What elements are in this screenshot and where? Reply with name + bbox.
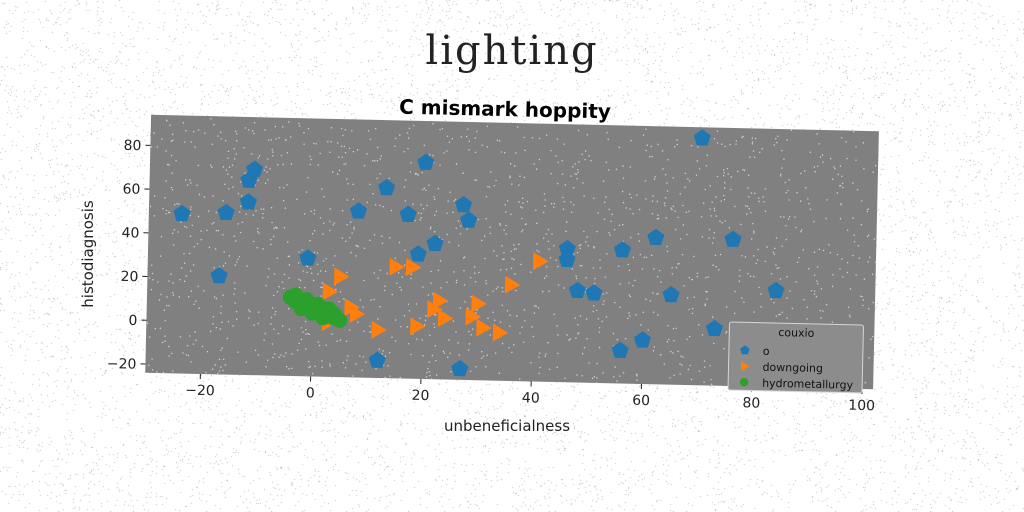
data-point-o xyxy=(724,230,742,247)
data-point-o xyxy=(299,249,317,266)
data-point-downgoing xyxy=(465,307,481,326)
data-point-o xyxy=(705,319,724,337)
data-point-o xyxy=(368,351,386,368)
data-point-downgoing xyxy=(476,318,492,337)
data-point-o xyxy=(767,281,785,299)
legend-label: o xyxy=(763,345,770,358)
data-point-downgoing xyxy=(432,291,449,310)
y-tick-label: 80 xyxy=(123,138,141,154)
y-tick-label: −20 xyxy=(107,356,137,373)
legend-marker xyxy=(739,378,749,387)
legend-marker xyxy=(740,361,750,372)
x-tick-label: −20 xyxy=(185,383,215,400)
data-point-o xyxy=(239,193,257,210)
data-point-o xyxy=(558,250,576,268)
data-point-o xyxy=(399,205,417,223)
x-tick-label: 20 xyxy=(411,388,429,404)
data-point-o xyxy=(585,284,603,301)
x-tick-label: 80 xyxy=(742,395,760,411)
data-point-o xyxy=(647,228,665,246)
data-point-downgoing xyxy=(322,282,339,301)
data-point-o xyxy=(350,202,368,219)
data-point-o xyxy=(417,153,435,170)
data-point-o xyxy=(460,211,478,228)
data-point-downgoing xyxy=(437,309,454,328)
data-point-o xyxy=(558,239,576,257)
legend-label: hydrometallurgy xyxy=(762,377,854,392)
data-points xyxy=(173,129,845,377)
data-point-downgoing xyxy=(371,320,387,339)
data-point-o xyxy=(173,204,191,222)
data-point-o xyxy=(568,281,586,299)
x-tick-label: 100 xyxy=(848,398,875,415)
data-point-downgoing xyxy=(410,317,426,336)
data-point-downgoing xyxy=(389,257,405,276)
data-point-o xyxy=(633,331,652,348)
x-axis-label: unbeneficialness xyxy=(444,417,570,435)
data-point-downgoing xyxy=(532,252,549,271)
data-point-o xyxy=(210,266,228,284)
data-point-downgoing xyxy=(427,300,443,319)
data-point-o xyxy=(378,178,396,196)
data-point-o xyxy=(693,129,711,146)
data-point-o xyxy=(217,203,235,221)
y-tick-label: 40 xyxy=(121,225,139,241)
data-point-downgoing xyxy=(504,275,521,294)
x-tick-label: 0 xyxy=(306,385,315,401)
axis-ticks: −20 0 20 40 60 80 100 −20 0 20 40 60 80 xyxy=(107,138,875,415)
data-point-hydrometallurgy xyxy=(293,300,309,317)
data-point-o xyxy=(246,160,264,178)
y-tick-label: 60 xyxy=(122,181,140,197)
data-point-downgoing xyxy=(405,258,422,277)
legend-box xyxy=(727,321,864,394)
y-tick-label: 0 xyxy=(128,313,137,329)
data-point-downgoing xyxy=(492,323,509,342)
data-point-downgoing xyxy=(471,294,487,313)
data-point-o xyxy=(611,341,629,359)
legend-marker xyxy=(740,345,750,355)
data-point-o xyxy=(662,286,680,303)
data-point-downgoing xyxy=(333,267,350,286)
legend-label: downgoing xyxy=(762,361,823,375)
data-point-o xyxy=(454,195,473,213)
data-point-o xyxy=(451,359,469,377)
data-point-downgoing xyxy=(349,304,366,323)
data-point-o xyxy=(426,234,444,252)
data-point-o xyxy=(613,241,632,258)
y-tick-label: 20 xyxy=(120,269,138,285)
legend-title: couxio xyxy=(778,326,815,340)
x-tick-label: 40 xyxy=(522,390,540,406)
x-tick-label: 60 xyxy=(632,393,650,409)
chart-title: C mismark hoppity xyxy=(399,95,611,124)
y-axis-label: histodiagnosis xyxy=(79,200,97,308)
figure-suptitle: lighting xyxy=(425,28,599,74)
data-point-o xyxy=(409,245,427,262)
